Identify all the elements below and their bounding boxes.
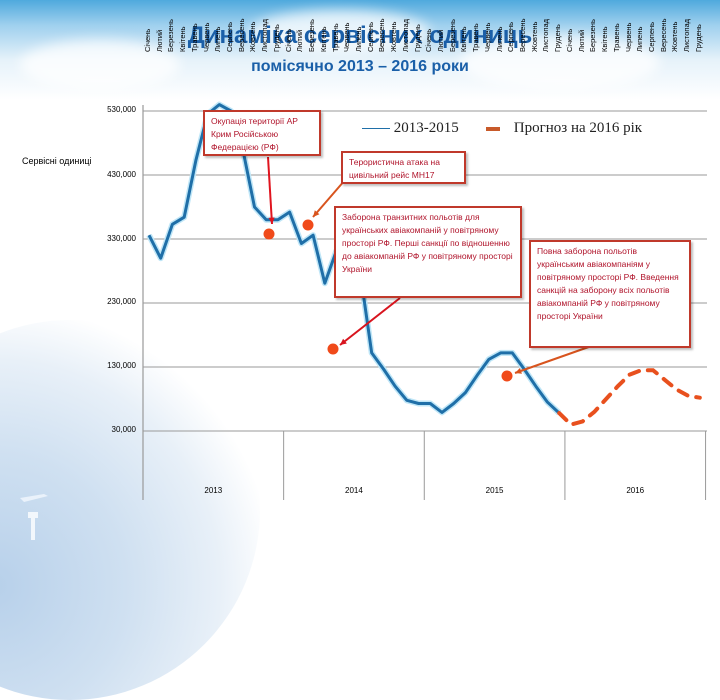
x-tick-month: Липень (635, 26, 645, 52)
x-tick-month: Квітень (459, 26, 469, 52)
x-tick-month: Грудень (412, 24, 422, 52)
x-tick-year: 2013 (204, 486, 223, 495)
x-tick-month: Листопад (260, 19, 270, 52)
x-tick-month: Травень (330, 23, 340, 52)
event-marker-icon (327, 343, 339, 355)
y-tick: 230,000 (107, 297, 136, 306)
y-tick: 330,000 (107, 234, 136, 243)
x-tick-month: Січень (424, 28, 434, 52)
x-tick-month: Травень (471, 23, 481, 52)
x-tick-month: Квітень (178, 26, 188, 52)
x-tick-month: Листопад (400, 19, 410, 52)
x-tick-month: Квітень (600, 26, 610, 52)
x-tick-month: Січень (143, 28, 152, 52)
legend-label: Прогноз на 2016 рік (513, 120, 643, 136)
y-axis-label: Сервісні одиниці (22, 156, 92, 166)
cloud (250, 10, 430, 55)
x-tick-month: Травень (189, 23, 199, 52)
event-marker-icon (263, 228, 275, 240)
x-tick-month: Вересень (518, 18, 528, 53)
x-tick-year: 2016 (626, 486, 645, 495)
x-tick-month: Грудень (553, 24, 563, 52)
arrowhead-icon (340, 338, 347, 345)
annotation-arrows (267, 156, 601, 374)
x-tick-month: Липень (353, 26, 363, 52)
x-tick-month: Жовтень (670, 21, 680, 52)
axes (142, 105, 707, 500)
cloud (460, 35, 660, 90)
legend-series-forecast: Прогноз на 2016 рік (486, 120, 642, 137)
event-marker-icon (302, 219, 314, 231)
x-tick-month: Лютий (295, 29, 305, 52)
annotation-arrow (514, 342, 601, 374)
x-tick-month: Серпень (225, 21, 235, 52)
event-marker-icon (501, 370, 513, 382)
x-tick-month: Листопад (682, 19, 692, 52)
x-tick-month: Червень (482, 22, 492, 52)
airport-tower-icon (20, 494, 48, 540)
x-tick-month: Березень (166, 19, 176, 52)
x-tick-month: Травень (611, 23, 621, 52)
arrowhead-icon (515, 368, 522, 374)
cloud (20, 40, 180, 90)
arrowhead-icon (313, 210, 320, 217)
y-tick: 130,000 (107, 361, 136, 370)
chart-subtitle: помісячно 2013 – 2016 роки (251, 58, 469, 75)
x-tick-month: Грудень (271, 24, 281, 52)
x-tick-month: Лютий (436, 29, 445, 52)
annotation-arrow (267, 156, 273, 225)
annotation-crimea: Окупація території АР Крим Російською Фе… (203, 110, 321, 156)
chart-title: Динаміка сервісних одиниць (187, 22, 533, 49)
x-tick-year: 2015 (485, 486, 504, 495)
event-markers (263, 219, 513, 382)
annotation-transit-ban: Заборона транзитних польотів для українс… (334, 206, 522, 298)
x-tick-month: Березень (307, 19, 317, 52)
x-tick-month: Жовтень (389, 21, 399, 52)
x-tick-month: Січень (564, 28, 574, 52)
legend-series-2013-2015: 2013-2015 (362, 120, 459, 137)
x-tick-month: Червень (201, 22, 211, 52)
x-tick-month: Березень (588, 19, 598, 52)
series-forecast-2016-line (557, 368, 702, 427)
x-tick-month: Жовтень (248, 21, 258, 52)
x-tick-month: Січень (283, 28, 293, 52)
x-tick-month: Червень (623, 22, 633, 52)
legend-line-dashed-icon (486, 126, 500, 131)
x-tick-month: Квітень (318, 26, 328, 52)
y-tick: 30,000 (111, 425, 136, 434)
y-tick: 430,000 (107, 170, 136, 179)
x-tick-month: Лютий (576, 29, 586, 52)
x-tick-month: Грудень (693, 24, 703, 52)
arrowhead-icon (268, 217, 275, 224)
x-tick-year: 2014 (345, 486, 363, 495)
legend-line-solid-icon (362, 128, 390, 130)
legend-label: 2013-2015 (393, 120, 459, 136)
x-tick-month: Вересень (377, 18, 387, 53)
x-tick-month: Листопад (541, 19, 551, 52)
annotation-full-ban: Повна заборона польотів українським авіа… (529, 240, 691, 348)
x-tick-month: Липень (213, 26, 223, 52)
sky-background (0, 0, 720, 100)
annotation-mh17: Терористична атака на цивільний рейс МН1… (341, 151, 466, 184)
x-tick-month: Червень (342, 22, 352, 52)
x-tick-month: Серпень (646, 21, 656, 52)
y-tick: 530,000 (107, 105, 136, 114)
x-tick-month: Серпень (506, 21, 516, 52)
annotation-arrow (339, 297, 401, 346)
annotation-arrow (312, 179, 346, 218)
x-tick-month: Липень (494, 26, 504, 52)
